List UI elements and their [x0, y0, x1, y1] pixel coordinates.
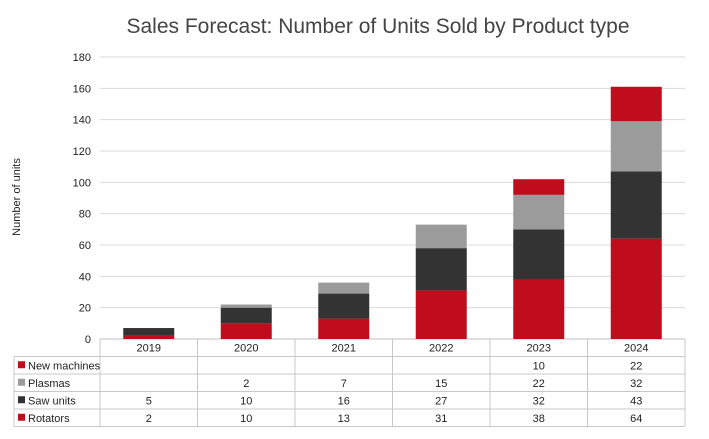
- bar-segment: [513, 229, 565, 280]
- bar-segment: [610, 86, 662, 122]
- y-tick-label: 100: [73, 177, 91, 189]
- bar-segment: [610, 121, 662, 172]
- bar-segment: [513, 179, 565, 195]
- table-cell-value: 15: [435, 378, 447, 390]
- table-cell-value: 43: [630, 395, 642, 407]
- x-category-label: 2021: [332, 343, 356, 355]
- legend-label: Plasmas: [28, 378, 71, 390]
- y-tick-label: 140: [73, 115, 91, 127]
- bar-segment: [610, 238, 662, 339]
- table-cell-value: 27: [435, 395, 447, 407]
- table-cell-value: 64: [630, 413, 642, 425]
- y-tick-label: 0: [85, 334, 91, 346]
- y-tick-label: 60: [79, 240, 91, 252]
- table-cell-value: 10: [240, 413, 252, 425]
- bar-segment: [318, 318, 370, 339]
- y-tick-labels: 0 20 40 60 80 100 120 140 160 180: [73, 52, 91, 346]
- bar-segment: [415, 224, 467, 249]
- legend-swatch: [18, 378, 25, 386]
- y-tick-label: 80: [79, 209, 91, 221]
- legend-label: Saw units: [28, 395, 76, 407]
- bars-group: [123, 86, 662, 339]
- bar-segment: [318, 282, 370, 294]
- y-tick-label: 120: [73, 146, 91, 158]
- bar-segment: [220, 307, 272, 324]
- table-cell-value: 32: [630, 378, 642, 390]
- table-cell-value: 38: [533, 413, 545, 425]
- table-cell-value: 2: [146, 413, 152, 425]
- legend-swatch: [18, 361, 25, 369]
- bar-segment: [123, 328, 175, 336]
- table-cell-value: 10: [533, 360, 545, 372]
- bar-segment: [123, 335, 175, 339]
- x-category-label: 2023: [527, 343, 551, 355]
- table-cell-value: 22: [630, 360, 642, 372]
- legend-swatch: [18, 396, 25, 404]
- y-tick-label: 180: [73, 52, 91, 64]
- bar-segment: [610, 171, 662, 239]
- bar-segment: [513, 279, 565, 339]
- x-category-label: 2020: [234, 343, 258, 355]
- table-cell-value: 13: [338, 413, 350, 425]
- x-category-label: 2022: [429, 343, 453, 355]
- gridlines: [100, 56, 685, 340]
- bar-segment: [318, 293, 370, 319]
- table-cell-value: 2: [243, 378, 249, 390]
- chart-title: Sales Forecast: Number of Units Sold by …: [126, 15, 629, 38]
- bar-segment: [220, 323, 272, 339]
- x-category-label: 2024: [624, 343, 648, 355]
- table-cell-value: 7: [341, 378, 347, 390]
- bar-segment: [513, 194, 565, 230]
- y-axis-label: Number of units: [11, 158, 23, 236]
- bar-segment: [220, 304, 272, 308]
- bar-segment: [415, 290, 467, 339]
- legend-label: New machines: [28, 360, 101, 372]
- x-category-label: 2019: [137, 343, 161, 355]
- table-cell-value: 5: [146, 395, 152, 407]
- legend-label: Rotators: [28, 413, 70, 425]
- legend-swatch: [18, 413, 25, 421]
- table-cell-value: 10: [240, 395, 252, 407]
- table-cell-value: 32: [533, 395, 545, 407]
- y-tick-label: 160: [73, 83, 91, 95]
- y-tick-label: 20: [79, 303, 91, 315]
- table-cell-value: 16: [338, 395, 350, 407]
- bar-segment: [415, 248, 467, 291]
- table-cell-value: 31: [435, 413, 447, 425]
- y-tick-label: 40: [79, 271, 91, 283]
- table-cell-value: 22: [533, 378, 545, 390]
